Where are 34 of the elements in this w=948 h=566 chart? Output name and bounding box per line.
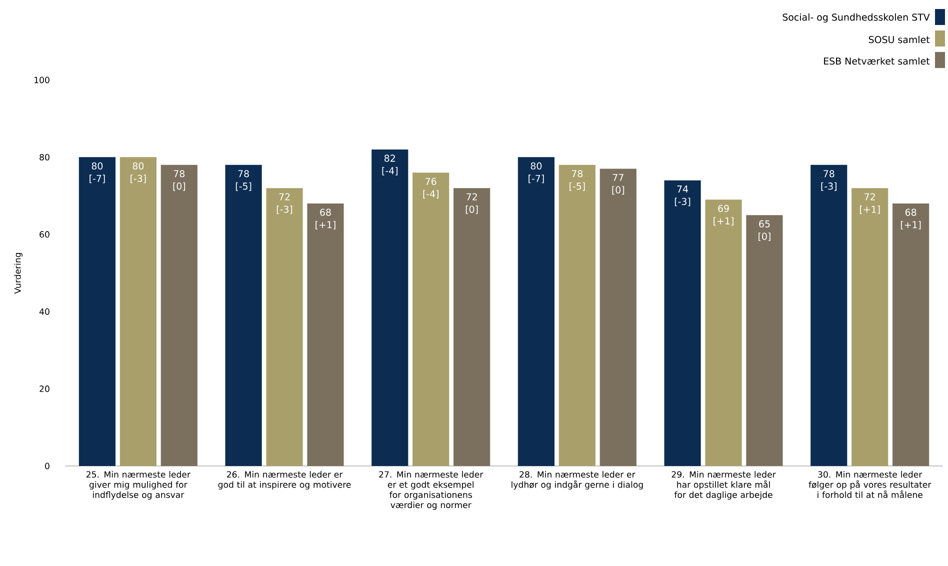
legend-label: ESB Netværket samlet [824, 57, 930, 65]
data-label: 80 [-7] [528, 162, 544, 184]
data-label: 80 [-3] [130, 162, 146, 184]
data-label: 72 [0] [466, 193, 478, 214]
y-tick-label: 100 [34, 76, 50, 84]
data-label: 68 [+1] [900, 208, 921, 230]
data-label: 65 [0] [758, 220, 770, 242]
x-tick-label: 30. Min nærmeste leder følger op på vores resultater i forhold til at nå målene [808, 471, 932, 498]
legend-label: SOSU samlet [868, 36, 930, 44]
y-tick-label: 60 [40, 231, 50, 238]
data-label: 72 [-3] [276, 193, 292, 214]
data-label: 78 [-3] [821, 170, 836, 191]
x-tick-label: 25. Min nærmeste leder giver mig mulighed for indflydelse og ansvar [86, 471, 190, 500]
y-tick-label: 20 [40, 386, 50, 392]
data-label: 76 [-4] [423, 178, 438, 199]
y-axis-title: Vurdering [14, 252, 22, 294]
data-label: 78 [-5] [236, 170, 252, 191]
x-tick-label: 27. Min nærmeste leder er et godt eksempel for organisationens værdier og normer [379, 471, 484, 510]
x-tick-label: 29. Min nærmeste leder har opstillet klare mål for det daglige arbejde [672, 471, 776, 500]
x-tick-label: 28. Min nærmeste leder er lydhør og indgår gerne i dialog [512, 471, 643, 490]
data-label: 82 [-4] [382, 154, 398, 176]
data-label: 80 [-7] [90, 162, 105, 184]
data-label: 78 [0] [173, 170, 186, 191]
data-label: 78 [-5] [570, 170, 585, 191]
y-tick-label: 40 [39, 308, 50, 315]
y-tick-label: 80 [40, 154, 50, 160]
legend-label: Social- og Sundhedsskolen STV [782, 13, 930, 23]
data-label: 74 [-3] [674, 186, 690, 206]
y-tick-label: 0 [45, 462, 50, 470]
data-label: 77 [0] [612, 174, 624, 195]
data-label: 68 [+1] [316, 208, 336, 230]
x-tick-label: 26. Min nærmeste leder er god til at inspirere og motivere [218, 471, 351, 490]
data-label: 72 [+1] [860, 193, 880, 214]
data-label: 69 [+1] [714, 204, 734, 226]
